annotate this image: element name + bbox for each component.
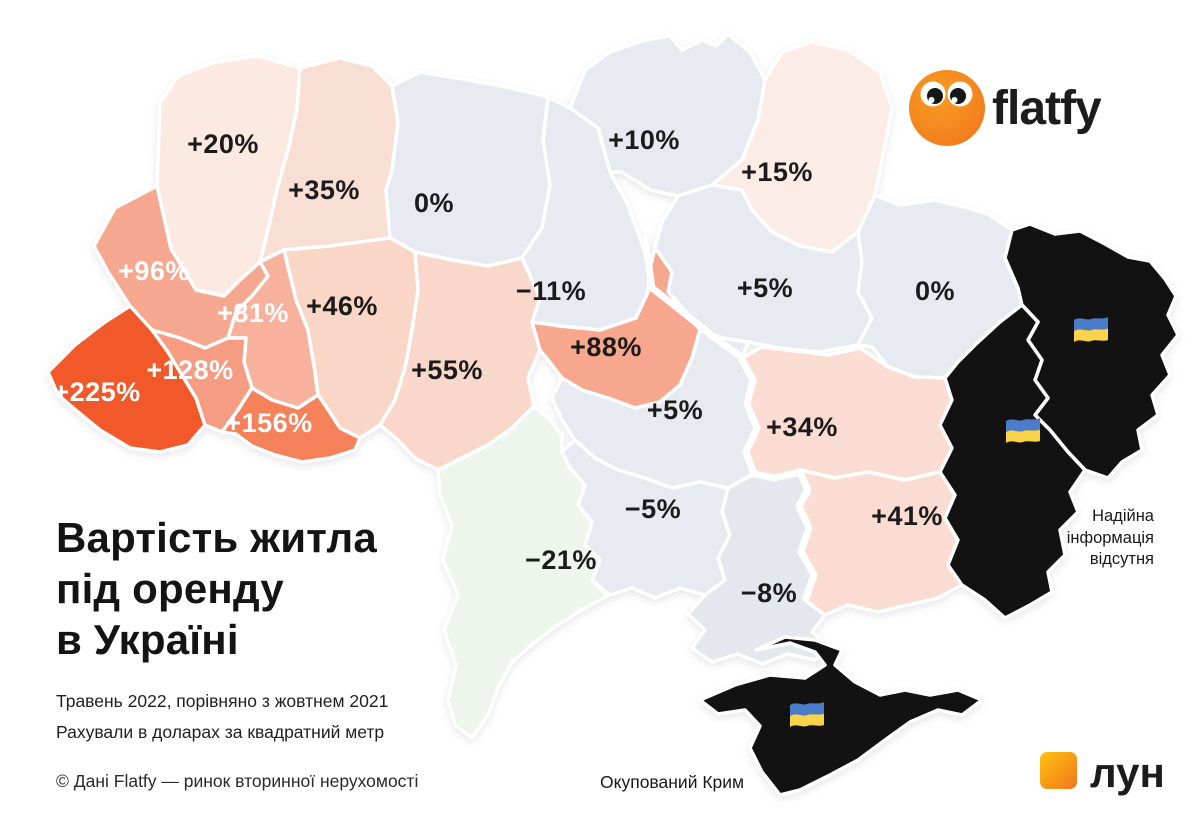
flatfy-wordmark: flatfy: [992, 82, 1102, 135]
label-chernihiv: +10%: [608, 125, 680, 155]
label-khmelnytskyi: +46%: [306, 291, 378, 321]
ukraine-flag-icon-donetsk: [1006, 418, 1040, 443]
region-chernivtsi: [220, 386, 362, 464]
label-vinnytsia: +55%: [411, 355, 483, 385]
region-crimea-occupied: [698, 635, 984, 797]
lun-wordmark: лун: [1090, 749, 1165, 796]
label-ivano-frankivsk: +128%: [146, 355, 233, 385]
ukraine-flag-icon-crimea: [790, 702, 824, 727]
label-odesa: −21%: [525, 545, 597, 575]
label-lviv: +96%: [118, 256, 190, 286]
region-chernihiv: [568, 32, 767, 198]
label-kyiv: −11%: [516, 276, 586, 306]
label-zaporizhzhia: +41%: [871, 501, 943, 531]
occupied-no-data-note: Надійна інформація відсутня: [1066, 507, 1154, 568]
ukraine-flag-icon-luhansk: [1074, 317, 1108, 342]
label-kherson: −8%: [741, 578, 797, 608]
flatfy-owl-icon: [909, 70, 985, 146]
region-zaporizhzhia: [796, 468, 964, 617]
region-donetsk-occupied: [938, 303, 1087, 620]
label-dnipropetrovsk: +34%: [766, 412, 838, 442]
label-sumy: +15%: [741, 157, 813, 187]
region-odesa: [436, 404, 610, 740]
label-zhytomyr: 0%: [414, 188, 454, 218]
dnipro-river: [641, 236, 818, 602]
flatfy-logo: flatfy: [909, 70, 1103, 146]
lun-logo: лун: [1040, 749, 1165, 796]
region-zhytomyr: [384, 70, 552, 268]
occupied-crimea-note: Окупований Крим: [600, 772, 745, 792]
label-chernivtsi: +156%: [225, 408, 312, 438]
label-zakarpattia: +225%: [53, 377, 140, 407]
label-volyn: +20%: [187, 129, 259, 159]
subtitle-period: Травень 2022, порівняно з жовтнем 2021: [56, 691, 389, 711]
label-rivne: +35%: [288, 175, 360, 205]
data-source-note: © Дані Flatfy — ринок вторинної нерухомо…: [56, 771, 419, 791]
lun-square-icon: [1040, 752, 1077, 789]
title-line-2: під оренду: [56, 565, 284, 612]
label-kharkiv: 0%: [915, 276, 955, 306]
title-line-3: в Україні: [56, 616, 239, 663]
label-kirovohrad: +5%: [647, 395, 703, 425]
page-title: Вартість житла під оренду в Україні: [56, 512, 377, 665]
label-poltava: +5%: [737, 273, 793, 303]
label-cherkasy: +88%: [570, 332, 642, 362]
title-line-1: Вартість житла: [56, 514, 377, 561]
label-mykolaiv: −5%: [625, 494, 681, 524]
subtitle-method: Рахували в доларах за квадратний метр: [56, 722, 385, 742]
label-ternopil: +81%: [217, 298, 289, 328]
